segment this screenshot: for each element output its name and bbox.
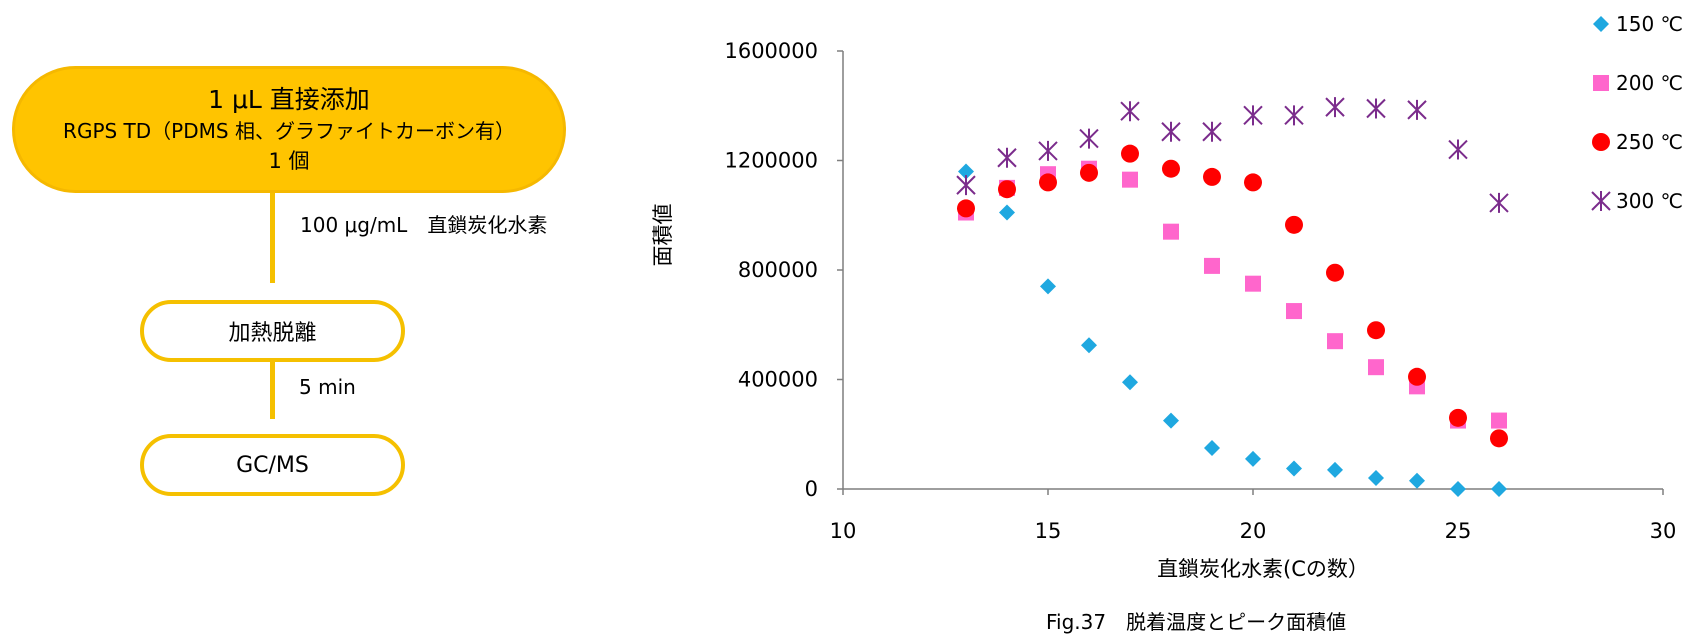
point-series-3 (1203, 167, 1221, 186)
point-series-3 (1490, 429, 1508, 448)
point-series-1 (999, 204, 1015, 221)
point-series-1 (1204, 439, 1220, 456)
point-series-2 (1245, 275, 1261, 292)
concentration-label: 100 μg/mL 直鎖炭化水素 (300, 213, 548, 237)
legend-marker-4 (1591, 191, 1611, 211)
point-series-1 (1409, 472, 1425, 489)
point-series-2 (1163, 223, 1179, 240)
step-gcms: GC/MS (140, 434, 405, 496)
point-series-2 (1491, 412, 1507, 429)
point-series-3 (1039, 173, 1057, 192)
x-tick-label: 15 (1035, 519, 1062, 543)
point-series-3 (1121, 144, 1139, 163)
step-thermal-desorption: 加熱脱離 (140, 300, 405, 362)
x-tick-label: 30 (1650, 519, 1677, 543)
point-series-4 (1325, 97, 1345, 118)
point-series-3 (1408, 367, 1426, 386)
point-series-3 (1449, 408, 1467, 427)
step1-line3: 1 個 (268, 148, 310, 173)
figure-caption: Fig.37 脱着温度とピーク面積値 (1046, 610, 1347, 634)
point-series-2 (1368, 359, 1384, 376)
point-series-1 (1491, 481, 1507, 497)
legend-label-1: 150 ℃ (1616, 12, 1683, 36)
point-series-1 (1122, 374, 1138, 391)
point-series-4 (1407, 99, 1427, 120)
point-series-2 (1122, 171, 1138, 188)
point-series-3 (1080, 163, 1098, 182)
point-series-1 (1245, 450, 1261, 467)
point-series-4 (1489, 192, 1509, 213)
x-tick-label: 10 (830, 519, 857, 543)
point-series-2 (1204, 257, 1220, 274)
step1-line2: RGPS TD（PDMS 相、グラファイトカーボン有） (63, 118, 515, 143)
x-tick-label: 20 (1240, 519, 1267, 543)
point-series-4 (1202, 121, 1222, 142)
point-series-1 (1081, 337, 1097, 354)
legend-marker-3 (1592, 133, 1610, 151)
point-series-4 (997, 147, 1017, 168)
y-tick-label: 800000 (738, 258, 818, 282)
step3-label: GC/MS (236, 452, 309, 478)
y-axis-title: 面積値 (651, 204, 675, 267)
step-direct-addition: 1 μL 直接添加 RGPS TD（PDMS 相、グラファイトカーボン有） 1 … (12, 66, 566, 193)
point-series-4 (1284, 105, 1304, 126)
point-series-4 (1079, 128, 1099, 149)
point-series-1 (1368, 470, 1384, 487)
point-series-4 (1448, 139, 1468, 160)
step1-line1: 1 μL 直接添加 (208, 84, 370, 114)
legend-marker-1 (1593, 16, 1609, 32)
point-series-4 (1038, 140, 1058, 161)
point-series-1 (1450, 481, 1466, 497)
point-series-1 (1327, 461, 1343, 478)
point-series-2 (1327, 333, 1343, 350)
point-series-4 (1366, 98, 1386, 119)
point-series-3 (1367, 321, 1385, 340)
point-series-1 (1040, 278, 1056, 295)
point-series-4 (1120, 101, 1140, 122)
point-series-1 (1286, 460, 1302, 477)
point-series-4 (1161, 121, 1181, 142)
point-series-3 (1326, 263, 1344, 282)
point-series-3 (1285, 215, 1303, 234)
connector-bottom (270, 345, 275, 419)
legend-marker-2 (1593, 75, 1609, 91)
point-series-3 (1244, 173, 1262, 192)
point-series-3 (957, 199, 975, 218)
legend-label-3: 250 ℃ (1616, 130, 1683, 154)
point-series-1 (1163, 412, 1179, 429)
step2-label: 加熱脱離 (228, 321, 317, 346)
point-series-1 (958, 163, 974, 180)
y-tick-label: 1200000 (724, 149, 818, 173)
legend-label-4: 300 ℃ (1616, 189, 1683, 213)
point-series-3 (1162, 159, 1180, 178)
point-series-3 (998, 180, 1016, 199)
y-tick-label: 1600000 (724, 39, 818, 63)
point-series-4 (1243, 105, 1263, 126)
time-label: 5 min (299, 375, 356, 399)
legend-label-2: 200 ℃ (1616, 71, 1683, 95)
x-axis-title: 直鎖炭化水素(Cの数） (1157, 557, 1369, 581)
y-tick-label: 400000 (738, 368, 818, 392)
y-tick-label: 0 (805, 477, 818, 501)
x-tick-label: 25 (1445, 519, 1472, 543)
point-series-4 (956, 175, 976, 196)
point-series-2 (1286, 303, 1302, 320)
connector-top (270, 193, 275, 283)
